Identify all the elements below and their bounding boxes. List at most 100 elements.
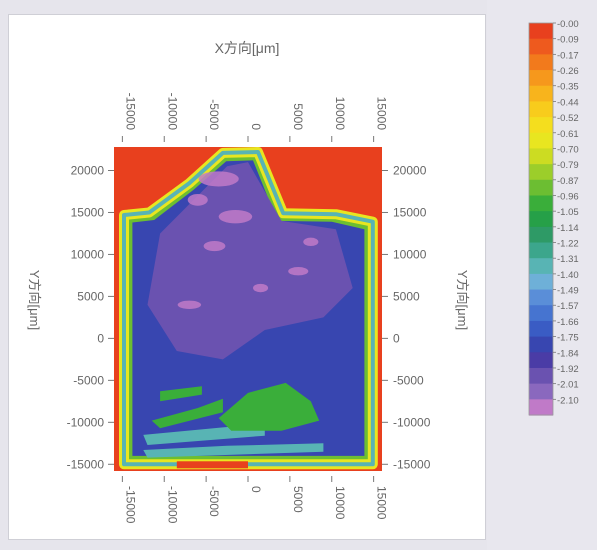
- colorbar-swatch: [529, 273, 553, 291]
- zone-highlight: [253, 283, 269, 293]
- colorbar-swatch: [529, 38, 553, 55]
- colorbar-swatch: [529, 148, 553, 165]
- x-axis-title: X方向[μm]: [215, 40, 280, 56]
- colorbar-swatch: [529, 336, 553, 353]
- colorbar-label: -1.84: [557, 348, 579, 359]
- y-tick-label-left: 10000: [71, 247, 105, 261]
- y-tick-label-left: 15000: [71, 205, 105, 219]
- colorbar-swatch: [529, 132, 553, 150]
- colorbar-label: -0.44: [557, 97, 579, 108]
- colorbar-label: -2.10: [557, 395, 579, 406]
- x-tick-label-top: -5000: [207, 99, 221, 130]
- colorbar-swatch: [529, 23, 553, 40]
- y-axis-title-left: Y方向[μm]: [27, 270, 42, 330]
- x-tick-label-top: 10000: [333, 97, 347, 131]
- y-tick-label-left: -15000: [67, 457, 105, 471]
- x-tick-label-top: -15000: [123, 93, 137, 131]
- y-tick-label-right: 10000: [393, 247, 427, 261]
- colorbar-swatch: [529, 211, 553, 228]
- colorbar-swatch: [529, 289, 553, 306]
- zone-lower-streaks: [143, 443, 324, 458]
- x-tick-label-bottom: 0: [249, 486, 263, 493]
- colorbar-swatch: [529, 226, 553, 244]
- colorbar-label: -1.75: [557, 333, 579, 344]
- y-tick-label-left: -5000: [73, 373, 104, 387]
- zone-highlight: [177, 300, 202, 309]
- y-tick-label-left: 20000: [71, 164, 105, 178]
- zone-highlight: [198, 171, 239, 187]
- colorbar-swatch: [529, 305, 553, 322]
- zone-lower-streaks: [218, 382, 320, 431]
- zone-lower-streaks: [151, 398, 223, 429]
- x-tick-label-top: 15000: [375, 97, 389, 131]
- y-tick-label-left: -10000: [67, 415, 105, 429]
- x-tick-label-bottom: -15000: [123, 486, 137, 524]
- x-tick-label-top: 5000: [291, 103, 305, 130]
- colorbar-swatch: [529, 85, 553, 102]
- zone-highlight: [187, 194, 208, 206]
- colorbar-label: -1.31: [557, 254, 579, 265]
- y-tick-label-right: -10000: [393, 415, 431, 429]
- heatmap-field: [114, 147, 382, 471]
- x-tick-label-top: 0: [249, 123, 263, 130]
- x-tick-label-top: -10000: [165, 93, 179, 131]
- colorbar-label: -0.00: [557, 19, 579, 30]
- colorbar-label: -1.66: [557, 317, 579, 328]
- colorbar-label: -0.35: [557, 82, 579, 93]
- colorbar-label: -1.05: [557, 207, 579, 218]
- colorbar-swatch: [529, 258, 553, 275]
- colorbar-label: -0.17: [557, 50, 579, 61]
- colorbar-swatch: [529, 117, 553, 134]
- colorbar-label: -1.92: [557, 364, 579, 375]
- zone-highlight: [303, 237, 319, 247]
- y-axis-title-right: Y方向[μm]: [455, 270, 470, 330]
- colorbar-label: -1.40: [557, 270, 579, 281]
- colorbar-label: -0.09: [557, 35, 579, 46]
- x-tick-label-bottom: 5000: [291, 486, 305, 513]
- zone-highlight: [218, 209, 253, 224]
- x-tick-label-bottom: -5000: [207, 486, 221, 517]
- zone-highlight: [288, 267, 309, 276]
- axes: -15000 -15000 -10000 -10000 -5000 -5000 0 0 5000…: [67, 93, 431, 524]
- y-tick-label-right: 20000: [393, 164, 427, 178]
- colorbar-frame: [528, 22, 554, 416]
- colorbar-swatch: [529, 320, 553, 338]
- colorbar-label: -0.87: [557, 176, 579, 187]
- colorbar-label: -1.22: [557, 239, 579, 250]
- colorbar-label: -0.26: [557, 66, 579, 77]
- colorbar-label: -0.61: [557, 129, 579, 140]
- colorbar-swatch: [529, 352, 553, 369]
- y-tick-label-right: 15000: [393, 205, 427, 219]
- x-tick-label-bottom: 15000: [375, 486, 389, 520]
- colorbar-swatch: [529, 179, 553, 197]
- colorbar-label: -2.01: [557, 380, 579, 391]
- zone-highlight: [203, 241, 226, 252]
- colorbar-swatch: [529, 54, 553, 71]
- colorbar-label: -0.52: [557, 113, 579, 124]
- zone-bottom-bar: [176, 461, 248, 469]
- y-tick-label-right: 0: [393, 331, 400, 345]
- colorbar-label: -0.79: [557, 160, 579, 171]
- colorbar-label: -0.70: [557, 144, 579, 155]
- colorbar-swatch: [529, 242, 553, 259]
- colorbar-swatch: [529, 70, 553, 87]
- y-tick-label-right: 5000: [393, 289, 420, 303]
- x-tick-label-bottom: 10000: [333, 486, 347, 520]
- colorbar-swatch: [529, 383, 553, 400]
- colorbar-swatch: [529, 399, 553, 416]
- x-tick-label-bottom: -10000: [165, 486, 179, 524]
- y-tick-label-right: -5000: [393, 373, 424, 387]
- colorbar-label: -1.14: [557, 223, 579, 234]
- colorbar-swatch: [529, 367, 553, 385]
- colorbar-swatch: [529, 195, 553, 212]
- colorbar-swatch: [529, 164, 553, 181]
- colorbar-label: -1.57: [557, 301, 579, 312]
- colorbar-swatch: [529, 101, 553, 118]
- y-tick-label-right: -15000: [393, 457, 431, 471]
- zone-upper-peak: [147, 162, 353, 360]
- y-tick-label-left: 5000: [77, 289, 104, 303]
- zone-lower-streaks: [160, 386, 202, 402]
- y-tick-label-left: 0: [97, 331, 104, 345]
